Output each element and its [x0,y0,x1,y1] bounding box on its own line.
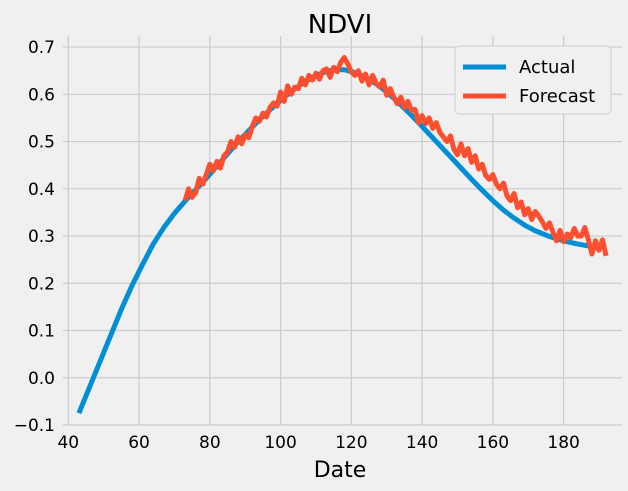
legend-label-actual: Actual [519,57,575,78]
tick-labels: 40 60 80 100 120 140 160 180 −0.1 0.0 0.1 0.2 0.3 0.4… [14,38,580,453]
y-tick-label: 0.0 [28,369,55,389]
x-tick-label: 120 [335,433,367,453]
y-tick-label: 0.1 [28,322,55,342]
y-tick-label: 0.6 [28,85,55,105]
x-tick-label: 60 [128,433,150,453]
chart-title: NDVI [308,10,372,40]
x-tick-label: 80 [199,433,221,453]
series-layer [76,54,609,415]
series-line-forecast [182,54,609,257]
y-tick-label: 0.5 [28,133,55,153]
y-tick-label: −0.1 [14,416,55,436]
legend-label-forecast: Forecast [519,86,595,107]
y-tick-label: 0.3 [28,227,55,247]
legend: Actual Forecast [454,45,612,115]
x-tick-label: 40 [57,433,79,453]
x-tick-label: 100 [264,433,296,453]
x-tick-label: 160 [477,433,509,453]
y-tick-label: 0.2 [28,274,55,294]
y-tick-label: 0.7 [28,38,55,58]
x-tick-label: 140 [406,433,438,453]
y-tick-label: 0.4 [28,180,55,200]
x-axis-label: Date [314,458,367,483]
x-tick-label: 180 [547,433,579,453]
